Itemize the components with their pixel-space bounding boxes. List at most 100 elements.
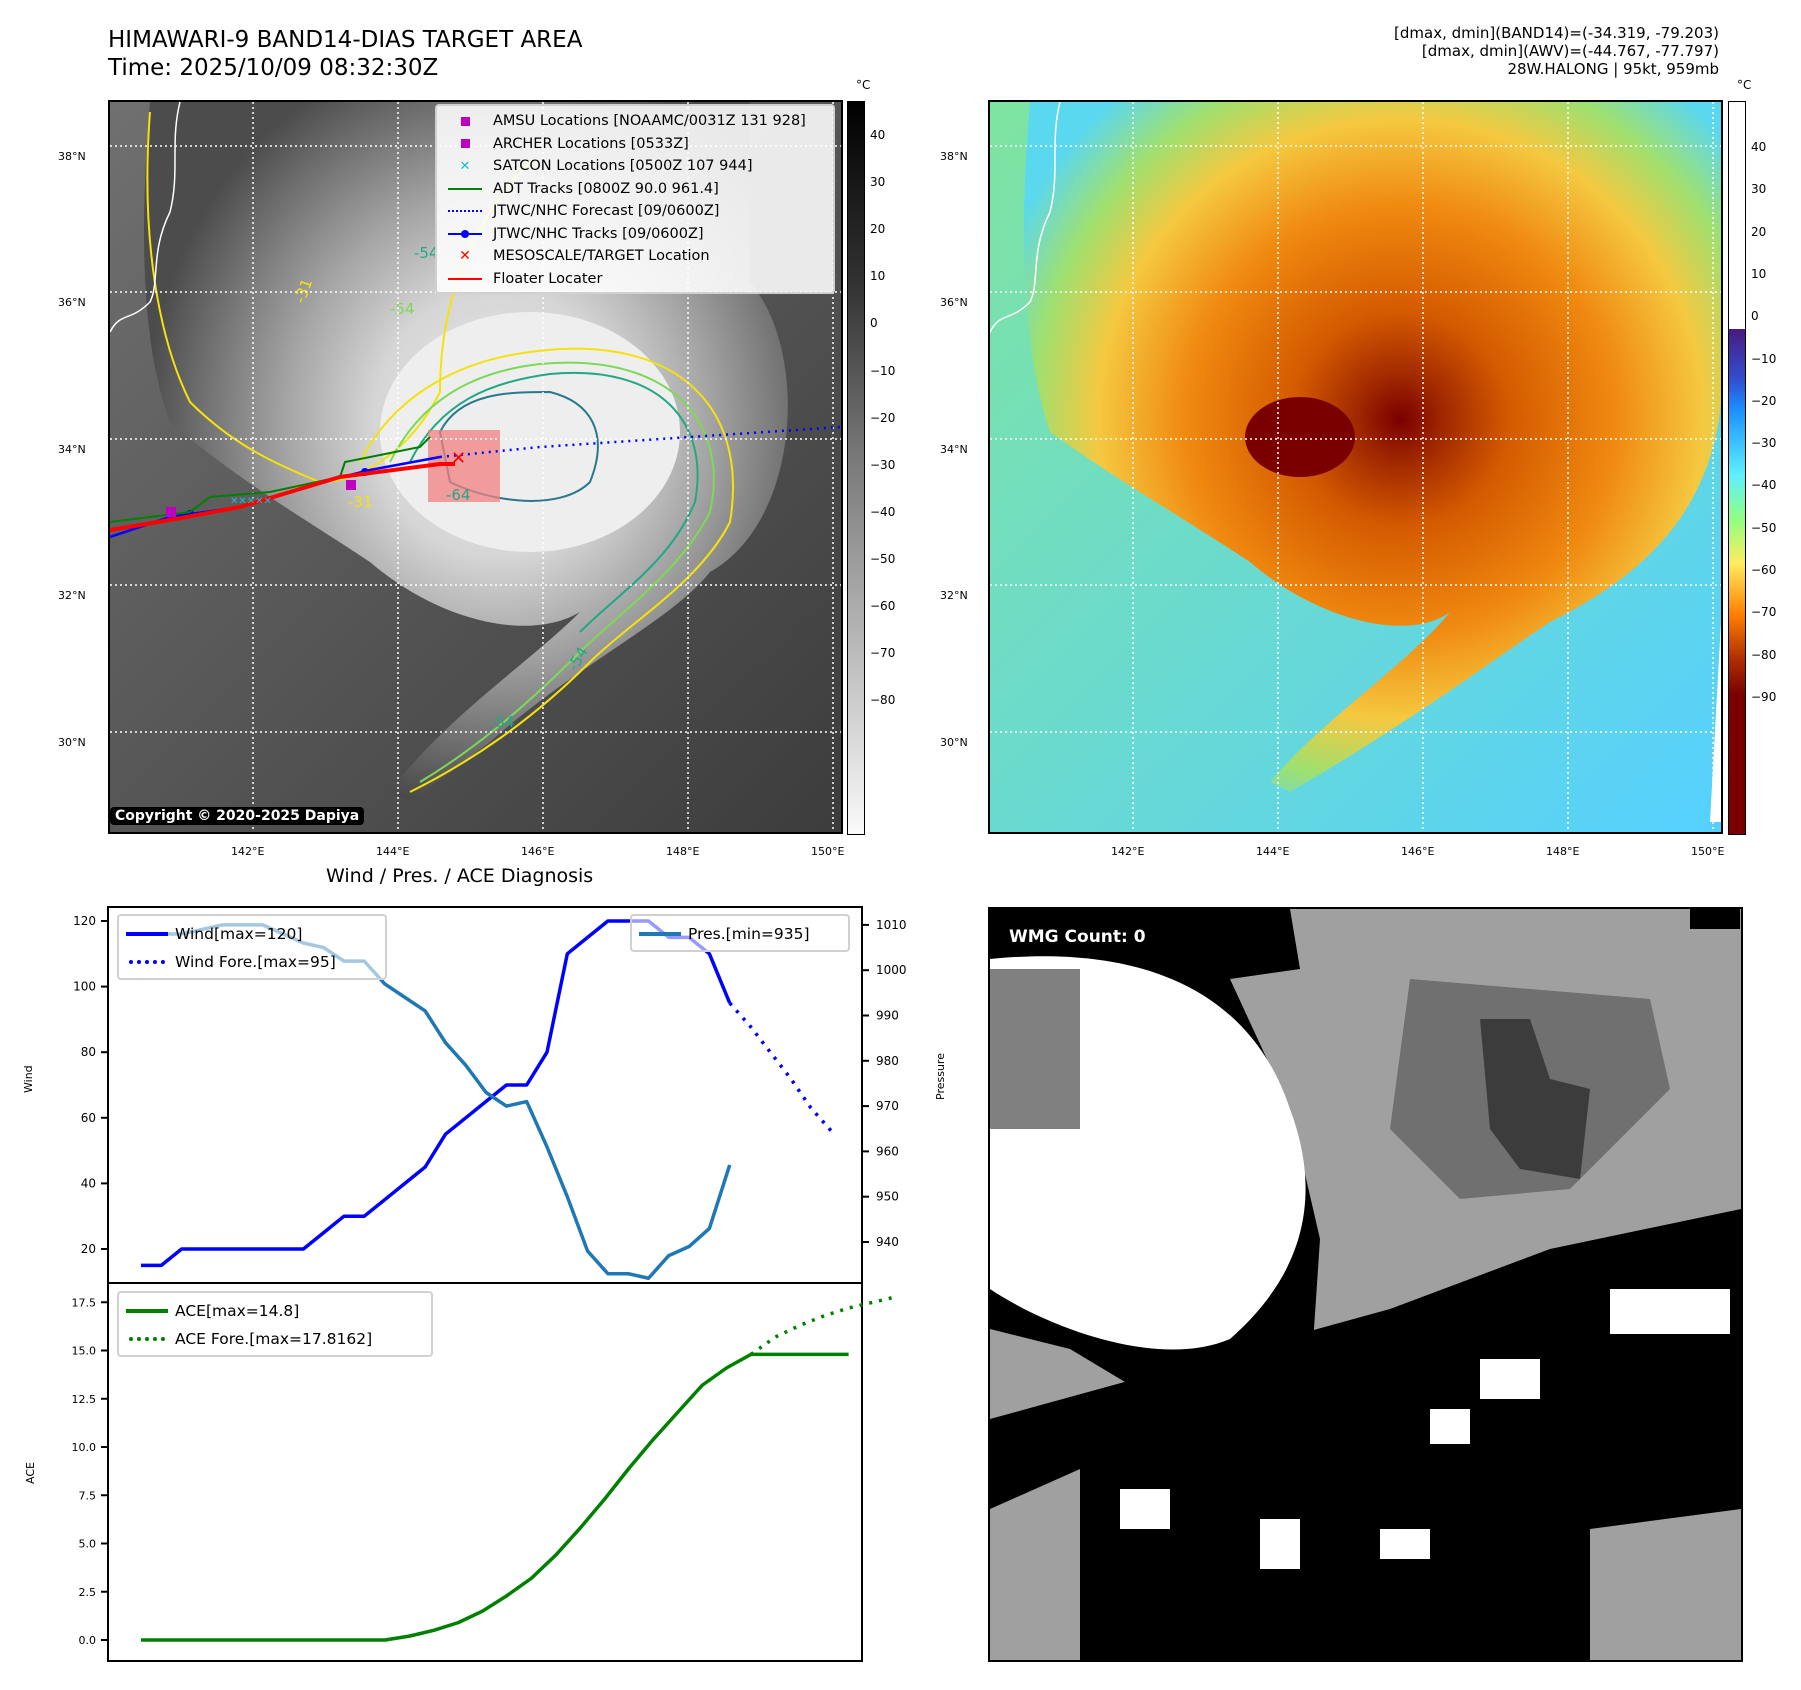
legend-label: JTWC/NHC Tracks [09/0600Z]	[493, 225, 704, 242]
lat-label: 36°N	[940, 296, 968, 309]
y-tick-label: 60	[81, 1111, 96, 1125]
lon-label: 144°E	[376, 845, 410, 858]
colorbar-tick-label: −10	[870, 363, 896, 378]
wmg-black-block	[1690, 909, 1740, 929]
pressure-legend: Pres.[min=935]	[630, 914, 850, 952]
info-line-2: [dmax, dmin](AWV)=(-44.767, -77.797)	[1421, 42, 1719, 60]
contour-darkteal	[438, 390, 599, 502]
lat-label: 34°N	[58, 443, 86, 456]
lat-label: 30°N	[58, 736, 86, 749]
floater-locater-line	[110, 462, 455, 532]
archer-marker	[346, 480, 356, 490]
colorbar-tick-label: 0	[1751, 309, 1759, 324]
colorbar-unit: °C	[1737, 78, 1752, 92]
contour-teal	[409, 371, 699, 633]
y-tick-label: 10.0	[72, 1441, 97, 1454]
y-right-tick-label: 1000	[876, 963, 907, 977]
contour-lightgreen	[389, 361, 715, 783]
colorbar-tick-label: −40	[1751, 478, 1777, 493]
amsu-marker	[166, 507, 176, 517]
lon-label: 146°E	[521, 845, 555, 858]
bw-colorbar-ticks: 40 30 20 10 0 −10 −20 −30 −40 −50 −60 −70 −80	[870, 100, 930, 834]
wmg-darkgray-region	[1480, 1019, 1590, 1179]
legend-label: SATCON Locations [0500Z 107 944]	[493, 158, 753, 175]
y-right-tick-label: 1010	[876, 918, 907, 932]
wind-legend: Wind[max=120] Wind Fore.[max=95]	[117, 914, 387, 980]
legend-item: JTWC/NHC Forecast [09/0600Z]	[437, 200, 833, 223]
lon-label: 148°E	[1546, 845, 1580, 858]
ace-plot-frame	[107, 1282, 863, 1662]
gridlines	[990, 102, 1721, 832]
title-line-1: HIMAWARI-9 BAND14-DIAS TARGET AREA	[108, 27, 583, 53]
lon-label: 150°E	[1691, 845, 1725, 858]
chart-title: Wind / Pres. / ACE Diagnosis	[326, 865, 594, 887]
color-colorbar	[1728, 101, 1746, 835]
square-marker-icon	[437, 116, 493, 126]
contour-label: -64	[446, 486, 471, 504]
coastline	[990, 102, 1061, 333]
legend-item: ADT Tracks [0800Z 90.0 961.4]	[437, 178, 833, 201]
legend-item: ARCHER Locations [0533Z]	[437, 133, 833, 156]
y-tick-label: 20	[81, 1242, 96, 1256]
wmg-gray-block	[1590, 1509, 1741, 1660]
lon-label: 148°E	[666, 845, 700, 858]
legend-label: Floater Locater	[493, 270, 603, 287]
legend-item: ✕ MESOSCALE/TARGET Location	[437, 245, 833, 268]
wmg-black-region	[990, 1209, 1741, 1660]
colorbar-tick-label: 10	[1751, 266, 1767, 281]
pressure-axis-label: Pressure	[934, 1053, 947, 1100]
dotted-line-icon	[119, 1337, 175, 1341]
colorbar-tick-label: −80	[1751, 647, 1777, 662]
ace-legend: ACE[max=14.8] ACE Fore.[max=17.8162]	[117, 1291, 433, 1357]
color-colorbar-ticks: 40 30 20 10 0 −10 −20 −30 −40 −50 −60 −70 −80 −90	[1751, 100, 1799, 834]
info-line-1: [dmax, dmin](BAND14)=(-34.319, -79.203)	[1394, 24, 1719, 42]
ace-axis-label: ACE	[24, 1462, 37, 1484]
colorbar-tick-label: −60	[1751, 563, 1777, 577]
y-tick-label: 2.5	[79, 1586, 97, 1599]
y-right-tick-label: 980	[876, 1054, 899, 1068]
bw-colorbar	[847, 101, 865, 835]
colorbar-tick-label: 0	[870, 316, 878, 331]
copyright-badge: Copyright © 2020-2025 Dapiya	[110, 807, 365, 825]
title-line-2: Time: 2025/10/09 08:32:30Z	[108, 55, 439, 81]
legend-label: MESOSCALE/TARGET Location	[493, 248, 710, 265]
coastline	[110, 102, 181, 333]
page-title: HIMAWARI-9 BAND14-DIAS TARGET AREA Time:…	[108, 26, 582, 82]
y-tick-label: 80	[81, 1045, 96, 1059]
info-line-3: 28W.HALONG | 95kt, 959mb	[1507, 60, 1719, 78]
ir-bw-map: -54 -54 -64 -31 -31 -54 -54 ✕ ✕✕✕✕✕	[108, 100, 843, 834]
y-right-tick-label: 960	[876, 1144, 899, 1158]
legend-label: Wind Fore.[max=95]	[175, 953, 336, 971]
cloud-shield	[1024, 102, 1721, 792]
colorbar-tick-label: −30	[1751, 436, 1777, 451]
x-marker-icon: ✕	[459, 158, 471, 174]
legend-label: JTWC/NHC Forecast [09/0600Z]	[493, 203, 720, 220]
y-tick-label: 17.5	[72, 1296, 97, 1309]
legend-item: ✕ SATCON Locations [0500Z 107 944]	[437, 155, 833, 178]
cloud-core	[380, 312, 680, 552]
lon-label: 142°E	[231, 845, 265, 858]
lat-label: 32°N	[940, 589, 968, 602]
jtwc-forecast-line	[439, 425, 841, 459]
lat-label: 38°N	[940, 150, 968, 163]
lon-label: 150°E	[811, 845, 845, 858]
target-x-marker: ✕	[451, 448, 466, 469]
lon-label: 146°E	[1401, 845, 1435, 858]
wmg-gray-block	[990, 1469, 1080, 1660]
y-tick-label: 40	[81, 1176, 96, 1190]
solid-line-icon	[437, 187, 493, 190]
lat-label: 30°N	[940, 736, 968, 749]
contour-label: -54	[490, 713, 515, 731]
wmg-gray-block	[990, 969, 1080, 1129]
legend-label: Pres.[min=935]	[688, 925, 810, 943]
ir-color-map	[988, 100, 1723, 834]
cloud-core	[1245, 397, 1355, 477]
colorbar-tick-label: 20	[870, 222, 886, 237]
y-tick-label: 0.0	[79, 1634, 97, 1647]
legend-label: AMSU Locations [NOAAMC/0031Z 131 928]	[493, 113, 806, 130]
colorbar-unit: °C	[856, 78, 871, 92]
legend-item: Pres.[min=935]	[632, 920, 848, 948]
wmg-count-badge: WMG Count: 0	[1002, 924, 1153, 950]
wmg-grid	[990, 909, 1741, 1660]
diagnosis-chart: 20 40 60 80 100 120 940 950 960 970 980 990 1000 1010…	[72, 906, 907, 1662]
